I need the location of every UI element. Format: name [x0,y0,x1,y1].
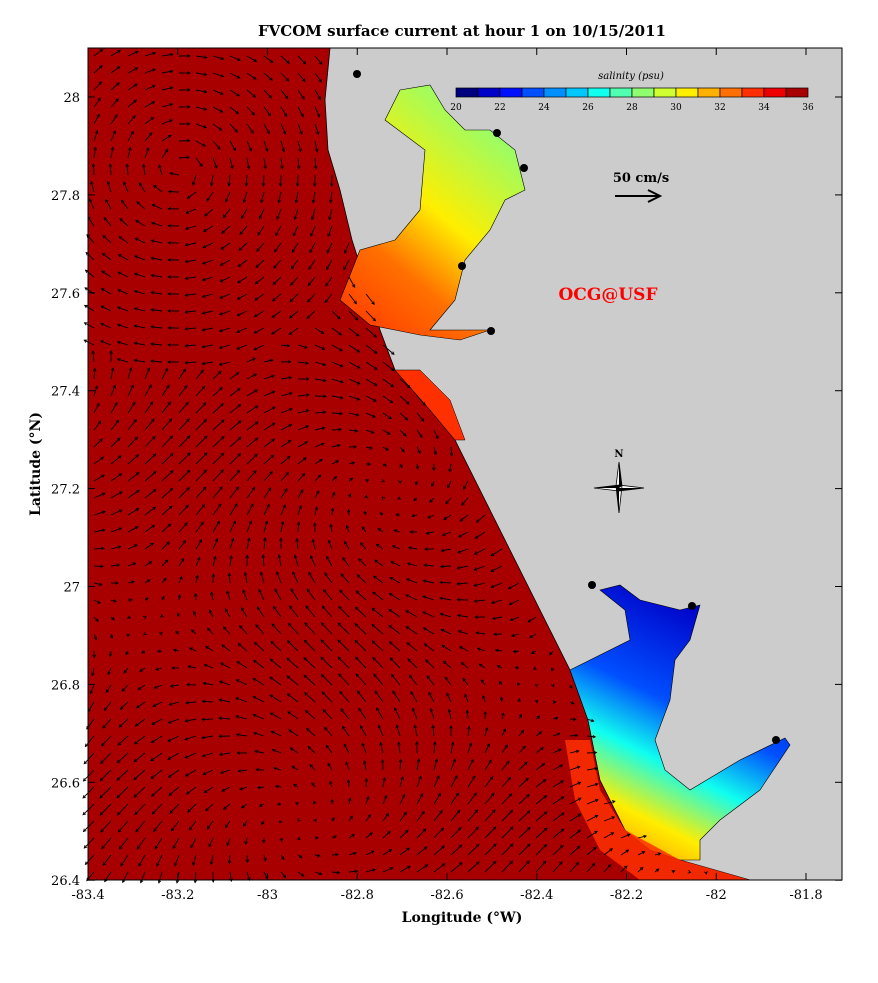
colorbar-label: 20 [450,103,462,113]
x-tick-label: -83.4 [71,888,104,903]
plot-area [83,48,842,883]
x-tick-label: -83.2 [161,888,194,903]
y-tick-label: 26.8 [51,678,80,693]
colorbar-title: salinity (psu) [598,71,664,82]
x-tick-label: -81.8 [789,888,822,903]
colorbar-label: 22 [494,103,505,113]
current-arrow [93,164,94,175]
x-tick-label: -82.8 [341,888,374,903]
colorbar-bin [522,88,544,97]
x-tick-label: -83 [257,888,278,903]
y-tick-label: 26.6 [51,776,80,791]
y-tick-label: 27.8 [51,189,80,204]
x-tick-label: -82.6 [430,888,463,903]
colorbar-bin [566,88,588,97]
colorbar-bin [742,88,764,97]
colorbar-label: 34 [758,103,770,113]
colorbar-bin [544,88,566,97]
colorbar-bin [786,88,808,97]
colorbar-bin [698,88,720,97]
y-tick-label: 28 [63,91,80,106]
y-tick-label: 27.2 [51,483,80,498]
colorbar-label: 30 [670,103,682,113]
y-tick-label: 27.4 [51,385,80,400]
y-tick-label: 26.4 [51,874,80,889]
colorbar-label: 24 [538,103,550,113]
colorbar-bin [456,88,478,97]
y-axis-label: Latitude (°N) [28,412,44,516]
colorbar-bin [676,88,698,97]
y-tick-label: 27.6 [51,287,80,302]
colorbar-bin [610,88,632,97]
north-label: N [614,449,623,460]
colorbar-label: 26 [582,103,594,113]
watermark: OCG@USF [558,285,657,305]
x-tick-label: -82 [706,888,727,903]
scale-arrow-label: 50 cm/s [613,171,669,186]
colorbar-label: 28 [626,103,638,113]
colorbar-label: 32 [714,103,725,113]
colorbar-bin [632,88,654,97]
x-axis-label: Longitude (°W) [402,910,523,926]
current-arrow [382,760,383,770]
colorbar-bin [500,88,522,97]
colorbar-bin [720,88,742,97]
colorbar-label: 36 [802,103,814,113]
colorbar-bin [654,88,676,97]
y-tick-label: 27 [63,581,80,596]
colorbar-bin [478,88,500,97]
x-tick-label: -82.4 [520,888,553,903]
current-arrow [280,175,281,186]
map-title: FVCOM surface current at hour 1 on 10/15… [258,22,666,40]
current-arrow [202,719,213,720]
colorbar-bin [764,88,786,97]
x-tick-label: -82.2 [610,888,643,903]
colorbar-bin [588,88,610,97]
